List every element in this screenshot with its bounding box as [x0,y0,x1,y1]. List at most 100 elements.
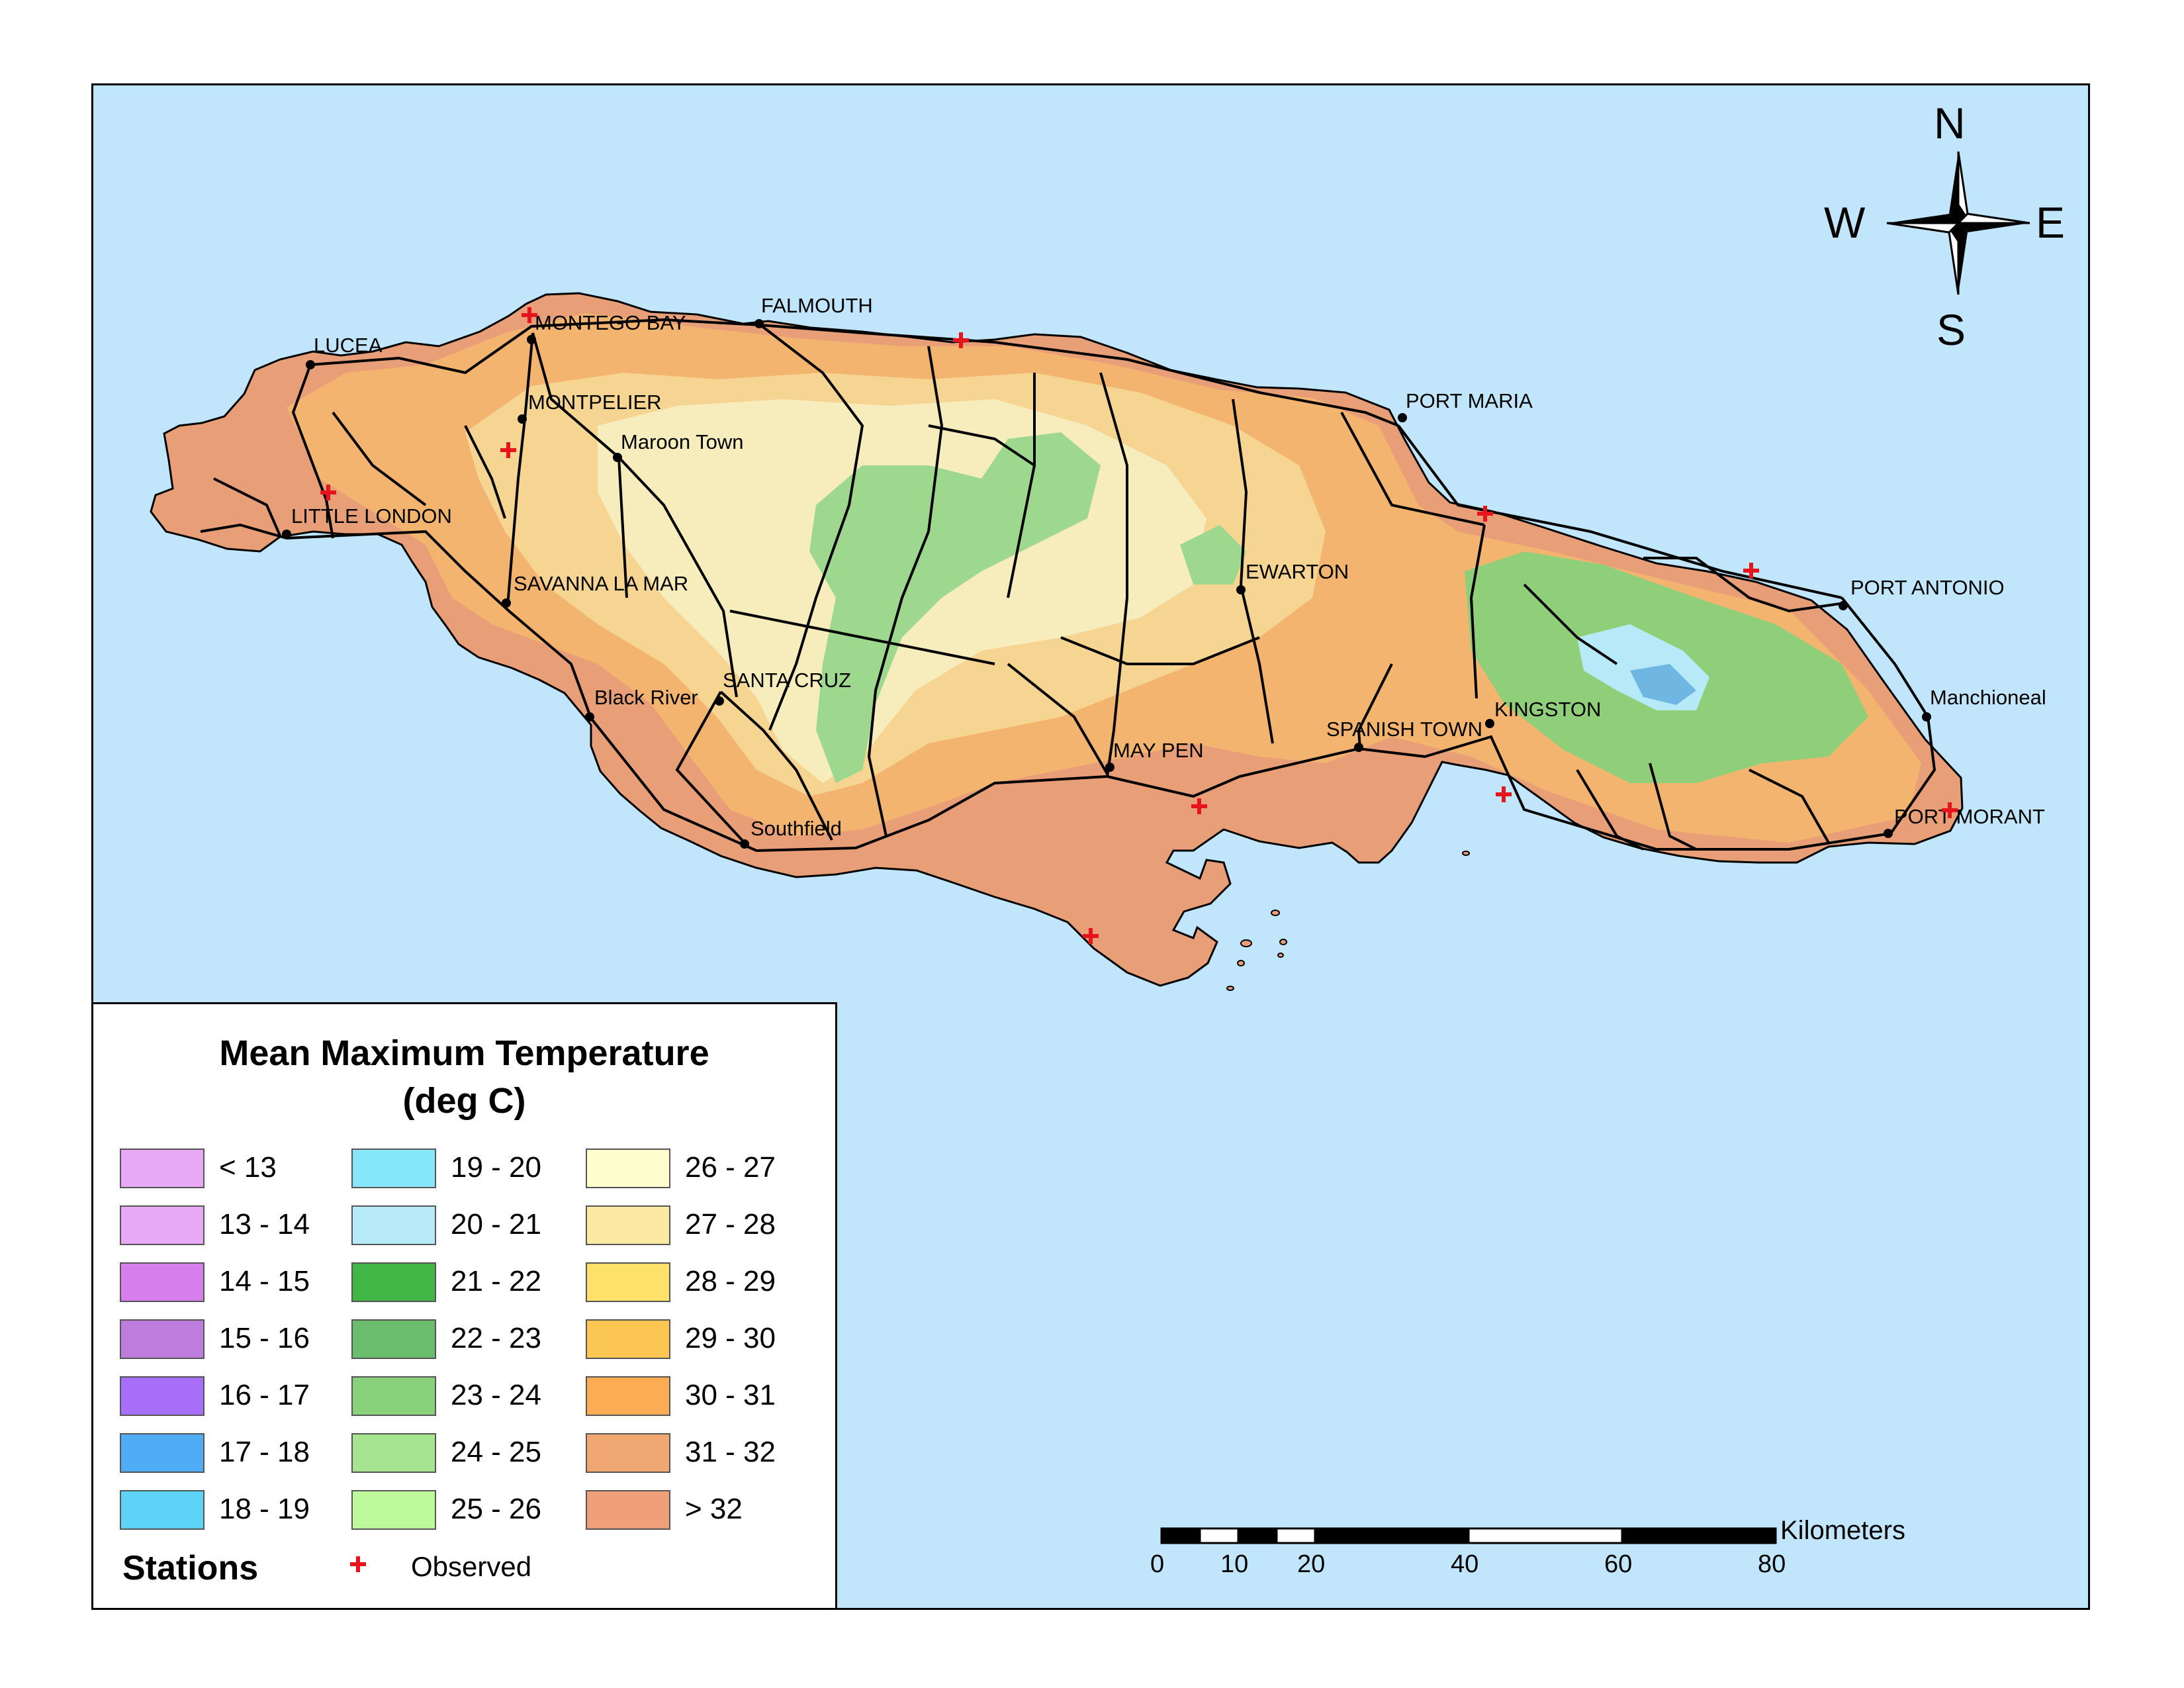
town-marker [1105,763,1115,772]
scale-tick-label: 40 [1451,1550,1479,1578]
compass-north-label: N [1934,99,1966,148]
legend-swatch [120,1376,205,1416]
legend-swatch [586,1319,670,1359]
place-label-ewarton: EWARTON [1246,560,1349,583]
legend-swatch [351,1149,436,1188]
place-label-port-maria: PORT MARIA [1406,389,1533,412]
stations-observed-label: Observed [411,1551,532,1582]
legend-class-label: 15 - 16 [219,1322,310,1354]
legend-class-label: 13 - 14 [219,1208,310,1241]
observed-station-legend-icon [350,1556,366,1572]
legend-swatch [586,1205,670,1245]
legend-class-label: 21 - 22 [451,1265,541,1297]
legend-class-label: 14 - 15 [219,1265,310,1297]
place-label-black-river: Black River [594,686,698,709]
town-marker [740,839,749,849]
scale-tick-label: 80 [1758,1550,1786,1578]
town-marker [1398,413,1407,422]
town-marker [306,360,315,369]
observed-station-marker [1477,506,1493,522]
scale-tick-label: 10 [1220,1550,1249,1578]
legend-swatch [586,1433,670,1473]
place-label-port-morant: PORT MORANT [1894,805,2045,828]
legend-swatch [351,1376,436,1416]
town-marker [527,335,536,344]
scale-tick-label: 20 [1297,1550,1326,1578]
observed-station-marker [1083,928,1099,944]
legend-class-label: 18 - 19 [219,1493,310,1525]
observed-station-marker [1942,802,1958,818]
legend-title-line1: Mean Maximum Temperature [219,1033,709,1073]
place-label-spanish-town: SPANISH TOWN [1326,718,1482,741]
blue-mountains-peak [1630,664,1696,705]
compass-rose [1886,151,2030,295]
legend-swatch [586,1262,670,1302]
legend-swatch [120,1490,205,1530]
place-label-montpelier: MONTPELIER [528,391,662,414]
legend-class-label: 28 - 29 [685,1265,776,1297]
legend-swatch [586,1149,670,1188]
cockpit-hills [809,432,1101,783]
legend-class-label: 31 - 32 [685,1436,776,1468]
observed-station-marker [1191,798,1207,814]
place-label-montego-bay: MONTEGO BAY [535,311,686,334]
town-marker [1839,601,1848,610]
town-marker [754,319,764,328]
legend-class-label: 30 - 31 [685,1379,776,1411]
legend-swatch [351,1490,436,1530]
central-hills [1180,525,1246,585]
road-network [200,318,1936,853]
town-marker [1354,743,1363,752]
legend-class-label: > 32 [685,1493,743,1525]
town-marker [1884,829,1893,838]
town-marker [715,696,724,706]
town-marker [502,598,511,608]
legend-class-label: 23 - 24 [451,1379,541,1411]
scale-unit-label: Kilometers [1780,1516,1905,1545]
legend-swatch [120,1205,205,1245]
legend-title-line2: (deg C) [402,1081,526,1121]
legend-swatch [120,1433,205,1473]
legend-swatch [351,1205,436,1245]
legend-class-label: 24 - 25 [451,1436,541,1468]
legend-swatch [586,1490,670,1530]
observed-station-marker [500,442,516,458]
place-label-port-antonio: PORT ANTONIO [1850,576,2005,599]
legend-swatch [586,1376,670,1416]
town-marker [282,530,291,539]
place-label-lucea: LUCEA [314,334,383,357]
legend-class-label: 16 - 17 [219,1379,310,1411]
town-marker [518,414,527,424]
legend-swatch [120,1149,205,1188]
legend-title: Mean Maximum Temperature (deg C) [93,1029,835,1125]
scale-tick-label: 60 [1604,1550,1633,1578]
island-map [150,151,2030,1544]
legend-class-label: 20 - 21 [451,1208,541,1241]
compass-west-label: W [1824,198,1866,247]
town-marker [1485,719,1494,728]
legend-class-label: 25 - 26 [451,1493,541,1525]
legend-swatch [120,1262,205,1302]
legend-class-label: 17 - 18 [219,1436,310,1468]
legend-swatch [351,1319,436,1359]
observed-station-marker [1743,563,1759,579]
legend-panel: Mean Maximum Temperature (deg C) < 13 13… [91,1002,837,1610]
scale-bar [1160,1527,1777,1544]
legend-swatch [120,1319,205,1359]
place-label-savanna-la-mar: SAVANNA LA MAR [514,572,689,595]
place-label-may-pen: MAY PEN [1113,739,1204,762]
legend-class-label: 27 - 28 [685,1208,776,1241]
place-label-falmouth: FALMOUTH [761,294,873,317]
place-label-santa-cruz: SANTA CRUZ [723,669,852,692]
compass-south-label: S [1936,305,1966,354]
town-marker [1236,585,1246,594]
offshore-cays [1226,851,1470,991]
place-label-manchioneal: Manchioneal [1930,686,2046,709]
legend-class-label: 26 - 27 [685,1151,776,1184]
compass-east-label: E [2036,198,2066,247]
observed-station-marker [953,332,969,348]
place-label-little-london: LITTLE LONDON [291,504,452,528]
legend-class-label: 19 - 20 [451,1151,541,1184]
observed-station-marker [320,485,336,500]
town-marker [585,712,594,722]
